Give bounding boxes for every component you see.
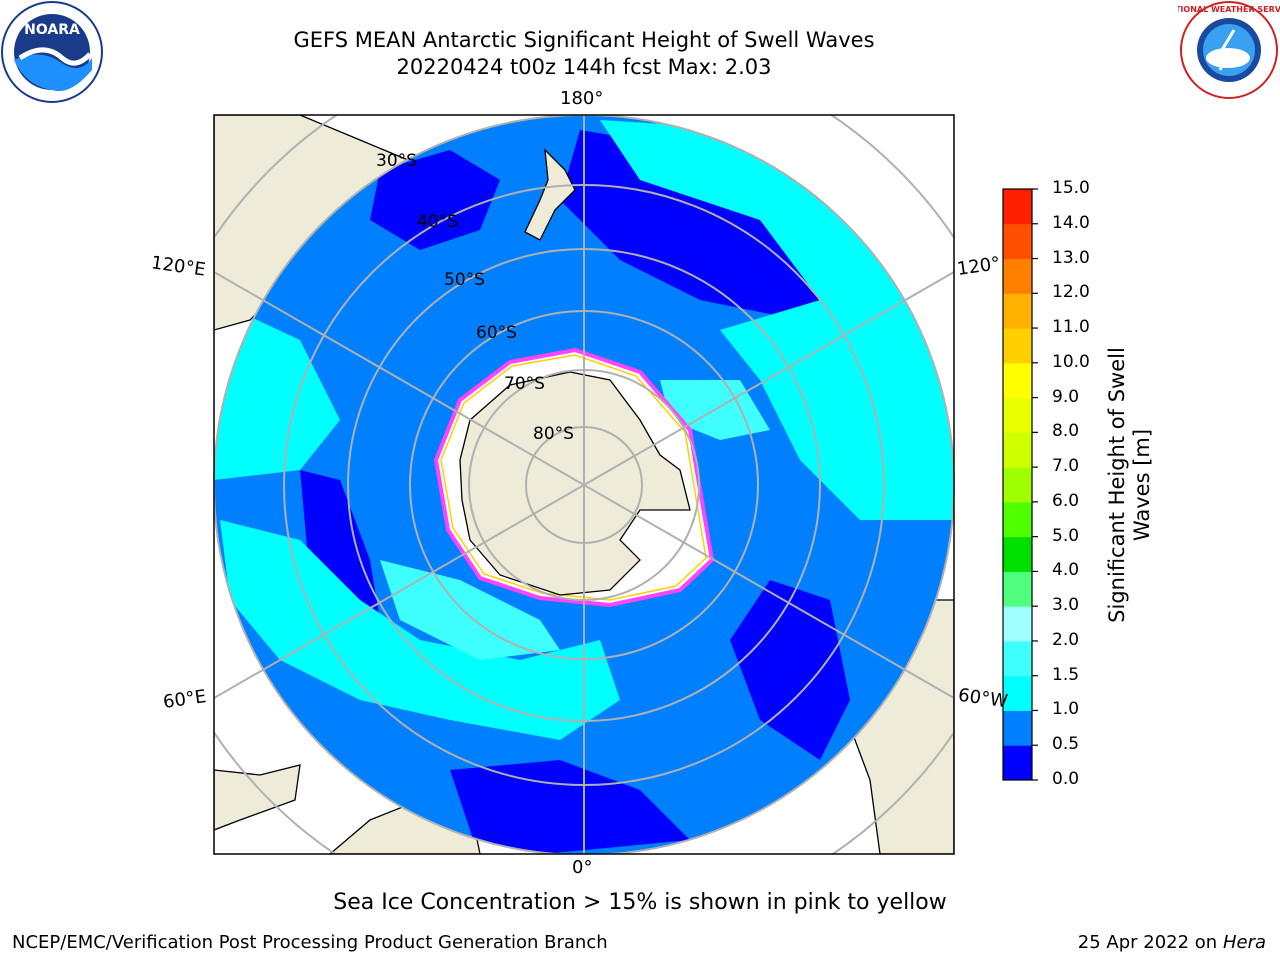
nws-logo-text: NATIONAL WEATHER SERVICE bbox=[1178, 5, 1280, 14]
colorbar-tick-label: 3.0 bbox=[1052, 595, 1080, 616]
colorbar-segment bbox=[1003, 397, 1032, 433]
colorbar-frame bbox=[1002, 188, 1033, 781]
colorbar-tick-label: 7.0 bbox=[1052, 456, 1080, 477]
colorbar-segment bbox=[1003, 432, 1032, 468]
colorbar-tick-label: 6.0 bbox=[1052, 490, 1080, 511]
colorbar-tick-label: 14.0 bbox=[1052, 212, 1090, 233]
colorbar-tick-label: 5.0 bbox=[1052, 525, 1080, 546]
colorbar-segment bbox=[1003, 258, 1032, 294]
colorbar-segment bbox=[1003, 189, 1032, 225]
lon-label-0: 0° bbox=[572, 857, 593, 878]
lat-label-50s: 50°S bbox=[444, 270, 485, 290]
noaa-logo-text: NOARA bbox=[24, 22, 80, 38]
nws-seal-icon: NATIONAL WEATHER SERVICE bbox=[1178, 1, 1280, 99]
chart-subtitle: 20220424 t00z 144h fcst Max: 2.03 bbox=[396, 55, 772, 79]
colorbar-tick-label: 4.0 bbox=[1052, 560, 1080, 581]
swell-region-mid-4 bbox=[380, 560, 560, 660]
swell-region-low-5 bbox=[370, 150, 500, 250]
colorbar-tick-label: 1.0 bbox=[1052, 699, 1080, 720]
map-frame bbox=[213, 114, 955, 855]
colorbar-tick-label: 2.0 bbox=[1052, 629, 1080, 650]
colorbar bbox=[1003, 188, 1038, 781]
lat-label-70s: 70°S bbox=[504, 374, 545, 394]
colorbar-segment bbox=[1003, 467, 1032, 503]
colorbar-segment bbox=[1003, 606, 1032, 642]
sea-ice-edge-yellow bbox=[440, 354, 707, 601]
credit-text: NCEP/EMC/Verification Post Processing Pr… bbox=[12, 932, 608, 953]
colorbar-tick-label: 8.0 bbox=[1052, 421, 1080, 442]
swell-region-mid-2 bbox=[214, 300, 340, 480]
date-text: 25 Apr 2022 on Hera bbox=[1078, 932, 1266, 953]
colorbar-segment bbox=[1003, 362, 1032, 399]
colorbar-segment bbox=[1003, 328, 1032, 364]
swell-region-mid-3 bbox=[220, 520, 620, 740]
colorbar-tick-label: 13.0 bbox=[1052, 247, 1090, 268]
colorbar-segment bbox=[1003, 501, 1032, 538]
land-antarctica bbox=[459, 371, 691, 596]
lon-label-180: 180° bbox=[560, 88, 604, 109]
swell-region-low-4 bbox=[730, 580, 850, 760]
colorbar-tick-label: 9.0 bbox=[1052, 386, 1080, 407]
lat-label-60s: 60°S bbox=[476, 323, 517, 343]
colorbar-segment bbox=[1003, 536, 1032, 572]
colorbar-tick-label: 0.0 bbox=[1052, 769, 1080, 789]
colorbar-segment bbox=[1003, 640, 1032, 677]
colorbar-tick-label: 1.5 bbox=[1052, 664, 1080, 685]
colorbar-segment bbox=[1003, 293, 1032, 329]
land-madagascar bbox=[214, 764, 301, 831]
lat-label-30s: 30°S bbox=[376, 151, 417, 171]
colorbar-segment bbox=[1003, 745, 1032, 781]
colorbar-segment bbox=[1003, 710, 1032, 746]
lat-label-40s: 40°S bbox=[417, 212, 458, 232]
colorbar-tick-label: 0.5 bbox=[1052, 734, 1080, 755]
noaa-seal-icon: NOARA bbox=[1, 1, 103, 103]
colorbar-tick-label: 15.0 bbox=[1052, 178, 1090, 198]
colorbar-tick-label: 10.0 bbox=[1052, 351, 1090, 372]
chart-title: GEFS MEAN Antarctic Significant Height o… bbox=[293, 28, 875, 52]
colorbar-tick-label: 11.0 bbox=[1052, 317, 1090, 338]
lat-label-80s: 80°S bbox=[533, 424, 574, 444]
graticule bbox=[214, 115, 954, 854]
colorbar-segment bbox=[1003, 223, 1032, 260]
date-value: 25 Apr 2022 on bbox=[1077, 932, 1218, 953]
colorbar-segment bbox=[1003, 675, 1032, 711]
colorbar-tick-label: 12.0 bbox=[1052, 282, 1090, 303]
colorbar-segment bbox=[1003, 571, 1032, 607]
sea-ice-note: Sea Ice Concentration > 15% is shown in … bbox=[333, 890, 947, 915]
host-name: Hera bbox=[1222, 932, 1266, 953]
swell-region-low-3 bbox=[450, 760, 690, 854]
colorbar-title-text: Significant Height of Swell Waves [m] bbox=[1105, 347, 1154, 623]
